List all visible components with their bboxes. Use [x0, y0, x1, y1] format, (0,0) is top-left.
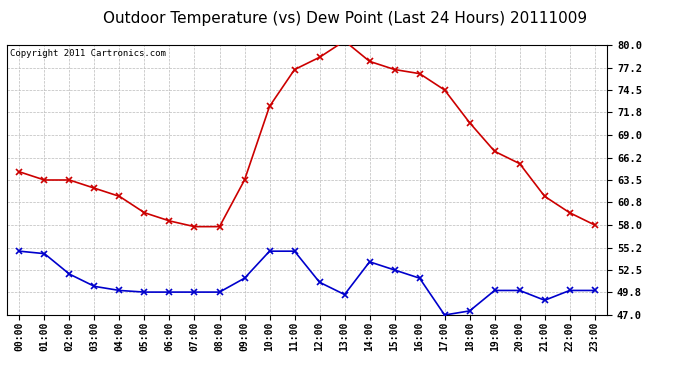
Text: Copyright 2011 Cartronics.com: Copyright 2011 Cartronics.com — [10, 49, 166, 58]
Text: Outdoor Temperature (vs) Dew Point (Last 24 Hours) 20111009: Outdoor Temperature (vs) Dew Point (Last… — [103, 11, 587, 26]
